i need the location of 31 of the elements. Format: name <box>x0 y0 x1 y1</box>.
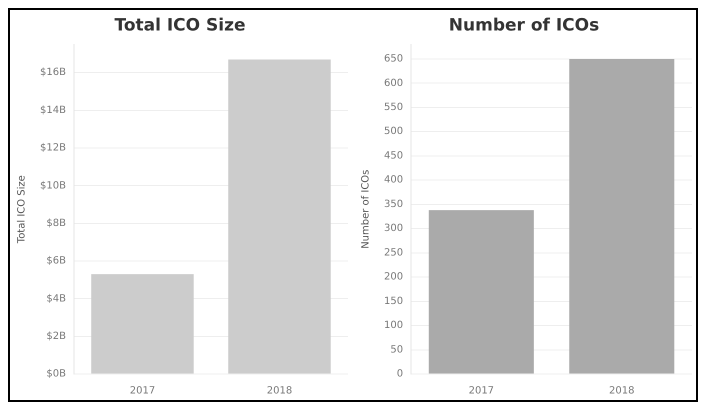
y-tick-label: 100 <box>384 320 404 332</box>
y-tick-label: 350 <box>384 198 404 210</box>
y-tick-label: $4B <box>46 293 66 304</box>
y-tick-label: $10B <box>40 180 66 192</box>
y-tick-label: $16B <box>40 67 66 78</box>
y-axis-title: Total ICO Size <box>16 175 28 244</box>
y-tick-label: $6B <box>46 256 66 267</box>
y-tick-label: $2B <box>46 330 66 342</box>
y-tick-label: $0B <box>46 368 66 380</box>
y-tick-label: 600 <box>384 78 404 89</box>
y-tick-label: $8B <box>46 218 66 229</box>
y-tick-label: 450 <box>384 150 404 162</box>
y-axis-title: Number of ICOs <box>360 170 372 249</box>
y-tick-label: 300 <box>384 223 404 234</box>
y-tick-label: 200 <box>384 272 404 283</box>
chart-title: Number of ICOs <box>448 16 600 36</box>
x-tick-label: 2017 <box>130 386 156 397</box>
y-tick-label: 150 <box>384 296 404 307</box>
x-tick-label: 2018 <box>609 386 634 397</box>
y-tick-label: 550 <box>384 102 404 114</box>
y-tick-label: 500 <box>384 126 404 138</box>
y-tick-label: 400 <box>384 174 404 186</box>
y-tick-label: 650 <box>384 54 404 65</box>
x-tick-label: 2018 <box>266 386 292 397</box>
x-tick-label: 2017 <box>468 386 494 397</box>
y-tick-label: 50 <box>390 344 404 356</box>
y-tick-label: $12B <box>40 142 66 154</box>
y-tick-label: $14B <box>40 104 66 116</box>
y-tick-label: 0 <box>396 368 404 380</box>
y-tick-label: 250 <box>384 247 404 258</box>
chart-title: Total ICO Size <box>114 16 246 36</box>
